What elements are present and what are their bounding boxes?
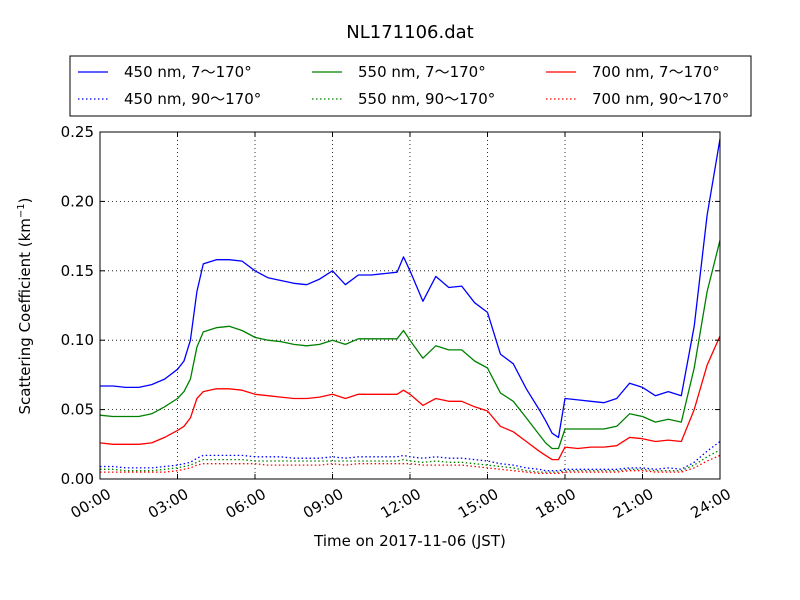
chart-title: NL171106.dat	[346, 22, 473, 43]
grid	[100, 132, 720, 479]
y-tick-label: 0.25	[61, 123, 94, 141]
legend: 450 nm, 7～170° 550 nm, 7～170° 700 nm, 7～17…	[69, 55, 752, 117]
legend-entry: 550 nm, 90～170°	[358, 90, 495, 108]
x-axis-label: Time on 2017-11-06 (JST)	[313, 532, 506, 550]
x-tick-label: 12:00	[378, 485, 424, 522]
series-line	[100, 138, 721, 439]
ticks	[99, 131, 721, 480]
series-line	[100, 449, 721, 473]
y-tick-label: 0.00	[61, 470, 94, 488]
y-tick-label: 0.20	[61, 192, 94, 210]
x-tick-label: 03:00	[145, 485, 191, 522]
y-axis-label: Scattering Coefficient (km−1)	[16, 197, 34, 414]
tick-labels: 00:00 03:00 06:00 09:00 12:00 15:00 18:00 21:00…	[61, 123, 734, 522]
x-tick-label: 09:00	[300, 485, 346, 522]
x-tick-label: 00:00	[68, 485, 114, 522]
legend-frame	[69, 55, 752, 117]
y-tick-label: 0.05	[61, 401, 94, 419]
x-tick-label: 06:00	[223, 485, 269, 522]
series-layer	[99, 138, 721, 475]
series-line	[99, 335, 721, 461]
series-line	[99, 240, 721, 450]
legend-entry: 700 nm, 7～170°	[592, 63, 720, 81]
x-tick-label: 21:00	[610, 485, 656, 522]
y-tick-label: 0.10	[61, 331, 94, 349]
y-axis-label-end: )	[16, 197, 34, 203]
legend-entry: 700 nm, 90～170°	[592, 90, 729, 108]
x-tick-label: 15:00	[455, 485, 501, 522]
y-axis-label-main: Scattering Coefficient (km	[16, 218, 34, 414]
series-line	[100, 440, 721, 472]
x-tick-label: 18:00	[533, 485, 579, 522]
legend-entry: 550 nm, 7～170°	[358, 63, 486, 81]
y-tick-label: 0.15	[61, 262, 94, 280]
x-tick-label: 24:00	[688, 485, 734, 522]
legend-entry: 450 nm, 7～170°	[124, 63, 252, 81]
y-axis-label-sup: −1	[16, 203, 27, 218]
series-line	[100, 454, 721, 475]
legend-entry: 450 nm, 90～170°	[124, 90, 261, 108]
